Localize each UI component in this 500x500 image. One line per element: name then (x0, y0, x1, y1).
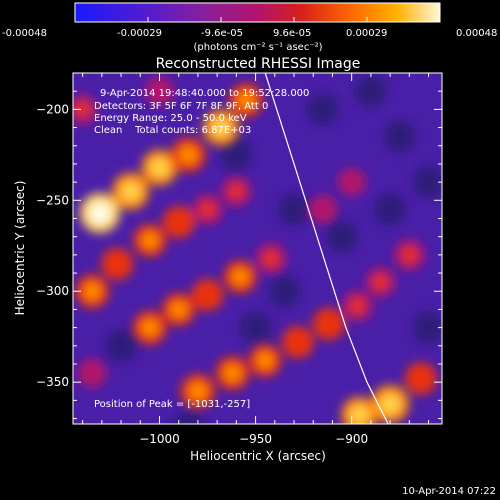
timestamp: 10-Apr-2014 07:22 (402, 486, 496, 497)
dark-region (412, 166, 442, 199)
peak-position-label: Position of Peak = [-1031,-257] (94, 399, 250, 410)
dark-region (172, 411, 204, 424)
bright-feature (85, 365, 100, 381)
dark-region (278, 193, 311, 226)
colorbar-tick-5: 0.00048 (456, 28, 497, 39)
bright-feature (179, 145, 198, 165)
dark-region (326, 220, 359, 253)
bright-feature (379, 393, 401, 415)
bright-feature (170, 213, 187, 231)
info-time-range: 9-Apr-2014 19:48:40.000 to 19:52:28.000 (100, 88, 309, 99)
dark-region (374, 193, 407, 226)
colorbar-units-label: (photons cm⁻² s⁻¹ asec⁻²) (193, 42, 322, 53)
colorbar-tick-1: -0.00029 (117, 28, 162, 39)
y-tick-label: −250 (36, 193, 69, 207)
colorbar-tick-4: 0.00029 (346, 28, 387, 39)
colorbar-tick-0: -0.00048 (2, 28, 47, 39)
x-axis: −1000 −950 −900 (82, 73, 430, 446)
bright-feature (83, 282, 102, 301)
colorbar: -0.00048 -0.00029 -9.6e-05 9.6e-05 0.000… (2, 2, 497, 53)
bright-feature (412, 370, 430, 387)
dark-region (412, 311, 442, 344)
bright-features (73, 76, 437, 424)
bright-feature (315, 202, 330, 217)
bright-feature (223, 364, 242, 382)
x-tick-label: −950 (239, 432, 272, 446)
bright-feature (349, 297, 366, 314)
bright-feature (152, 84, 167, 99)
bright-feature (349, 405, 369, 424)
solar-limb-curve (264, 73, 389, 424)
bright-feature (88, 202, 111, 225)
dark-region (306, 93, 339, 126)
bright-feature (199, 286, 216, 304)
y-axis: −200 −250 −300 −350 (36, 72, 442, 420)
bright-feature (149, 157, 170, 178)
bright-feature (289, 333, 307, 351)
dark-region (239, 311, 272, 344)
colorbar-ticks (74, 17, 441, 22)
bright-feature (237, 91, 255, 110)
bright-feature (231, 268, 249, 286)
bright-feature (120, 181, 141, 202)
bright-feature (109, 255, 126, 273)
bright-feature (141, 231, 159, 249)
bright-feature (199, 201, 216, 218)
bright-feature (373, 274, 388, 290)
bright-feature (263, 250, 279, 267)
colorbar-tick-2: -9.6e-05 (201, 28, 243, 39)
x-axis-label: Heliocentric X (arcsec) (190, 449, 326, 463)
bright-feature (320, 315, 337, 333)
bright-feature (228, 183, 244, 199)
info-detectors: Detectors: 3F 5F 6F 7F 8F 9F, Att 0 (94, 101, 268, 112)
colorbar-tick-3: 9.6e-05 (273, 28, 311, 39)
y-tick-label: −300 (36, 284, 69, 298)
bright-feature (170, 300, 188, 318)
observation-info: 9-Apr-2014 19:48:40.000 to 19:52:28.000 … (94, 88, 309, 136)
dark-region (105, 329, 138, 362)
bright-feature (75, 101, 91, 117)
colorbar-gradient (74, 2, 441, 23)
dark-region (220, 138, 253, 171)
y-tick-label: −200 (36, 102, 69, 116)
bright-feature (344, 175, 359, 189)
plot-frame (72, 72, 443, 425)
bright-feature (256, 351, 274, 369)
dark-region (268, 275, 301, 308)
heatmap-plot (73, 73, 442, 424)
dark-regions (105, 75, 442, 424)
bright-feature (188, 382, 208, 401)
y-axis-label: Heliocentric Y (arcsec) (13, 181, 27, 316)
dark-region (354, 75, 387, 108)
y-tick-label: −350 (36, 375, 69, 389)
info-energy-range: Energy Range: 25.0 - 50.0 keV (94, 113, 247, 124)
x-tick-label: −1000 (139, 432, 180, 446)
bright-feature (211, 117, 231, 138)
x-tick-label: −900 (335, 432, 368, 446)
dark-region (383, 120, 416, 153)
figure-title: Reconstructed RHESSI Image (156, 56, 361, 72)
bright-feature (401, 247, 418, 263)
bright-feature (140, 318, 159, 337)
info-clean-counts: Clean Total counts: 6.87E+03 (94, 125, 251, 136)
